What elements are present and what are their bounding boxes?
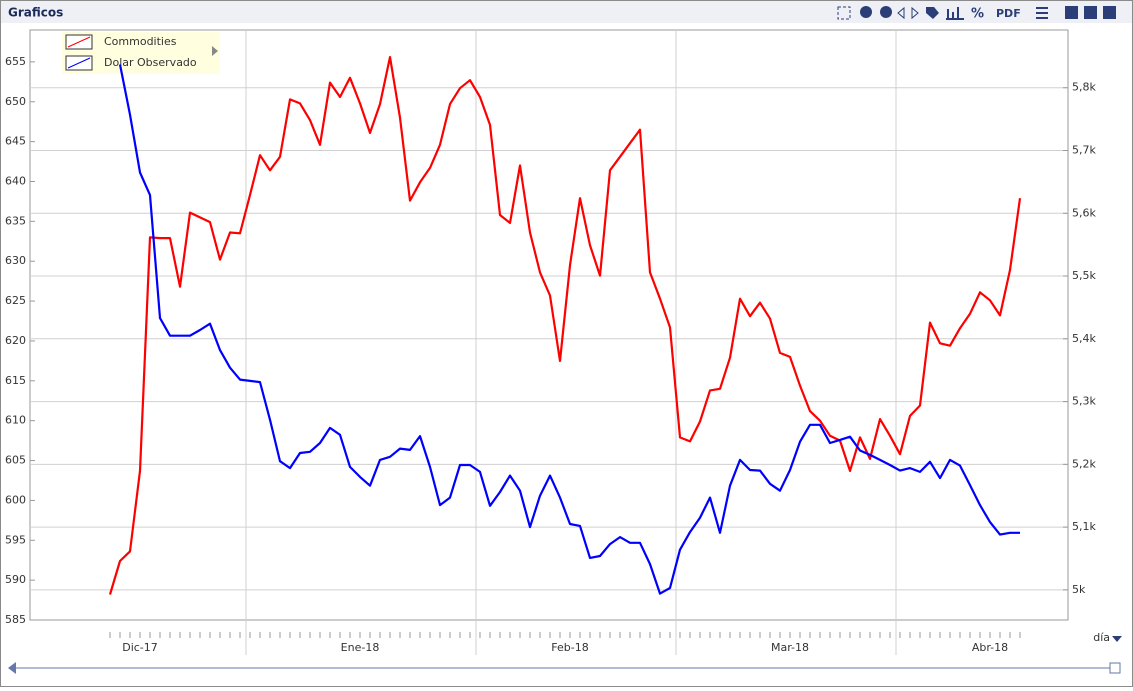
tag-icon[interactable] xyxy=(926,7,939,19)
y2-tick-label: 5,3k xyxy=(1072,395,1096,408)
series-line xyxy=(118,64,1020,595)
y-tick-label: 615 xyxy=(5,374,26,387)
chart-icon[interactable] xyxy=(946,7,964,20)
y-tick-label: 605 xyxy=(5,454,26,467)
menu-icon[interactable] xyxy=(1036,7,1048,19)
close-button[interactable] xyxy=(1103,6,1116,19)
y2-tick-label: 5,6k xyxy=(1072,206,1096,219)
y-tick-label: 650 xyxy=(5,95,26,108)
y-tick-label: 645 xyxy=(5,135,26,148)
scroll-handle[interactable] xyxy=(1109,662,1121,674)
y-tick-label: 640 xyxy=(5,174,26,187)
maximize-button[interactable] xyxy=(1084,6,1097,19)
x-tick-label: Ene-18 xyxy=(341,641,380,654)
y2-tick-label: 5,1k xyxy=(1072,520,1096,533)
legend: Commodities Dolar Observado xyxy=(62,32,220,74)
y-tick-label: 595 xyxy=(5,533,26,546)
y-tick-label: 630 xyxy=(5,254,26,267)
x-tick-label: Dic-17 xyxy=(122,641,158,654)
legend-arrow xyxy=(212,46,218,56)
minimize-button[interactable] xyxy=(1065,6,1078,19)
pan-icon[interactable] xyxy=(897,6,919,20)
y-tick-label: 655 xyxy=(5,55,26,68)
y-tick-label: 590 xyxy=(5,573,26,586)
fit-icon[interactable] xyxy=(837,6,851,20)
y-tick-label: 600 xyxy=(5,493,26,506)
zoom-in-icon[interactable] xyxy=(860,6,872,18)
x-tick-label: Abr-18 xyxy=(972,641,1008,654)
y2-tick-label: 5,8k xyxy=(1072,81,1096,94)
y-tick-label: 585 xyxy=(5,613,26,626)
plot-area xyxy=(29,29,1069,621)
period-selector[interactable]: día xyxy=(1093,631,1110,644)
legend-swatch xyxy=(67,36,91,48)
legend-label: Commodities xyxy=(104,35,177,48)
y2-tick-label: 5,2k xyxy=(1072,457,1096,470)
x-tick-label: Feb-18 xyxy=(551,641,588,654)
month-separators xyxy=(245,30,897,655)
toolbar: % PDF xyxy=(837,6,1116,22)
y-tick-label: 610 xyxy=(5,414,26,427)
zoom-out-icon[interactable] xyxy=(880,6,892,18)
legend-swatch xyxy=(67,57,91,69)
pdf-button[interactable]: PDF xyxy=(996,7,1021,20)
y-tick-label: 625 xyxy=(5,294,26,307)
dropdown-arrow[interactable] xyxy=(1112,636,1122,642)
scroll-left[interactable] xyxy=(8,662,16,674)
y-tick-label: 620 xyxy=(5,334,26,347)
percent-icon[interactable]: % xyxy=(971,7,984,22)
y2-tick-label: 5k xyxy=(1072,583,1086,596)
legend-label: Dolar Observado xyxy=(104,56,197,69)
y-tick-label: 635 xyxy=(5,214,26,227)
window-title: Graficos xyxy=(8,6,63,20)
x-tick-label: Mar-18 xyxy=(771,641,809,654)
y2-tick-label: 5,5k xyxy=(1072,269,1096,282)
y2-tick-label: 5,7k xyxy=(1072,144,1096,157)
y2-tick-label: 5,4k xyxy=(1072,332,1096,345)
